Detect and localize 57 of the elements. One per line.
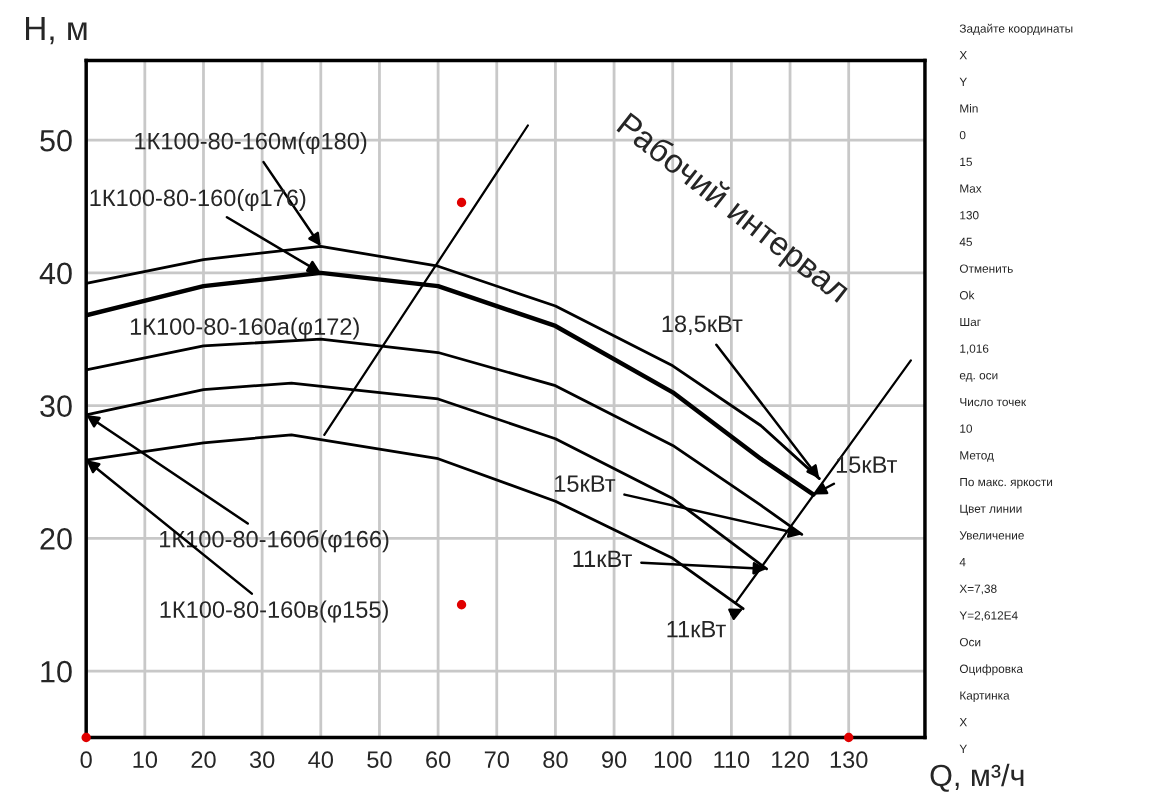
y-axis-title: H, м	[26, 17, 87, 45]
text: X	[959, 718, 967, 727]
x-tick-label: 120	[772, 751, 809, 769]
annotation: 1К100-80-160в(φ155)	[160, 600, 388, 623]
x-tick-label: 70	[484, 751, 509, 769]
text: Число точек	[960, 397, 1027, 407]
text: Задайте координаты	[959, 23, 1073, 36]
text: 130	[960, 211, 979, 220]
text: По макс. яркости	[960, 477, 1053, 489]
text: Увеличение	[959, 531, 1024, 540]
text: X=7,38	[959, 584, 997, 595]
y-tick-label: 10	[41, 660, 72, 683]
text: Min	[960, 104, 978, 113]
annotation: 1К100-80-160а(φ172)	[130, 317, 359, 340]
text: X	[959, 51, 967, 60]
x-tick-label: 50	[367, 751, 392, 769]
x-tick-label: 100	[654, 751, 692, 769]
text: Y	[959, 744, 967, 753]
y-tick-label: 30	[40, 395, 72, 417]
x-axis-title: Q, м³/ч	[930, 763, 1024, 792]
text: Оси	[959, 637, 981, 647]
text: Отменить	[959, 264, 1013, 273]
x-tick-label: 60	[426, 751, 451, 769]
x-tick-label: 110	[714, 751, 750, 769]
text: Max	[960, 184, 982, 193]
y-tick-label: 40	[39, 262, 72, 285]
text: 15	[960, 157, 972, 167]
text: Y=2,612E4	[959, 611, 1018, 622]
annotation: 18,5кВт	[662, 315, 743, 335]
y-tick-label: 20	[40, 528, 72, 550]
text: Картинка	[960, 691, 1010, 702]
y-tick-label: 50	[40, 129, 72, 152]
x-tick-label: 10	[133, 751, 158, 769]
text: Ok	[959, 290, 975, 300]
annotation: 15кВт	[555, 475, 616, 492]
x-tick-label: 90	[602, 751, 627, 769]
x-tick-label: 20	[191, 751, 216, 769]
text: 45	[959, 237, 972, 247]
text: Шаг	[960, 317, 981, 327]
text: Оцифровка	[959, 664, 1024, 676]
annotation: 1К100-80-160м(φ180)	[135, 132, 367, 155]
text: 10	[960, 424, 973, 433]
annotation: 11кВт	[573, 550, 632, 567]
x-tick-label: 80	[543, 751, 568, 769]
x-tick-label: 0	[80, 751, 92, 769]
text: ед. оси	[959, 373, 998, 382]
text: 0	[959, 131, 966, 140]
text: 1,016	[960, 344, 989, 355]
x-tick-label: 130	[830, 751, 868, 769]
text: Метод	[960, 451, 994, 462]
annotation: 15кВт	[836, 456, 898, 474]
x-tick-label: 40	[308, 751, 334, 769]
text: 4	[959, 558, 966, 567]
annotation: 11кВт	[667, 621, 726, 638]
x-tick-label: 30	[249, 751, 275, 769]
text: Y	[959, 77, 967, 86]
text: Цвет линии	[960, 504, 1022, 516]
